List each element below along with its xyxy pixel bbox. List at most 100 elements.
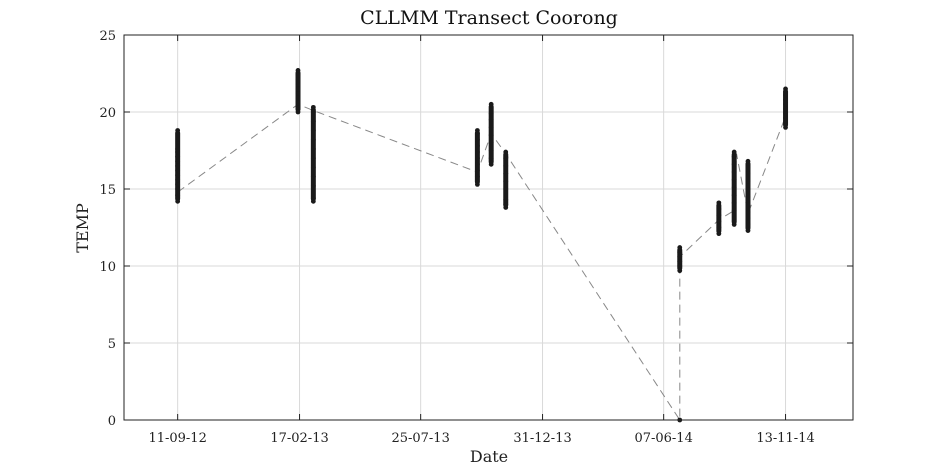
data-point (295, 95, 301, 101)
data-point (488, 101, 494, 107)
data-point (677, 258, 683, 264)
data-point (731, 154, 737, 160)
data-point (745, 202, 751, 207)
data-point (783, 125, 788, 130)
y-tick-label: 20 (99, 106, 116, 121)
data-point (175, 192, 181, 198)
data-point (175, 168, 181, 173)
data-point (175, 186, 181, 192)
data-point (731, 169, 737, 175)
grid-layer (124, 34, 853, 421)
data-point (677, 268, 683, 274)
data-point (745, 186, 751, 192)
chart-title: CLLMM Transect Coorong (360, 7, 618, 29)
data-point (175, 128, 181, 133)
data-point (503, 155, 509, 161)
data-point (175, 154, 181, 160)
data-point (783, 106, 788, 112)
data-point (310, 165, 316, 170)
data-point (783, 115, 788, 121)
data-point (731, 185, 737, 190)
data-point (731, 161, 737, 167)
data-point (677, 254, 683, 260)
x-tick-label: 13-11-14 (756, 431, 814, 446)
data-point (488, 140, 494, 146)
data-point (783, 86, 788, 92)
data-point (310, 109, 316, 115)
data-point (745, 228, 751, 233)
data-point (677, 245, 683, 250)
data-point (731, 208, 737, 213)
data-point (474, 143, 480, 149)
plot-frame (123, 34, 854, 421)
data-point (488, 155, 494, 161)
data-point (716, 231, 722, 237)
data-point (716, 206, 722, 212)
data-point (474, 174, 480, 180)
data-layer (175, 68, 789, 423)
data-point (503, 178, 509, 184)
data-point (731, 200, 737, 206)
data-point (295, 81, 301, 87)
x-tick-label: 25-07-13 (391, 431, 449, 446)
data-point (731, 177, 737, 183)
data-point (745, 209, 751, 215)
data-point (175, 172, 181, 178)
data-point (488, 148, 494, 153)
data-point (783, 111, 788, 116)
y-tick-label: 15 (99, 183, 116, 198)
data-point (295, 104, 301, 110)
data-point (175, 181, 181, 187)
data-point (745, 178, 751, 184)
data-point (503, 171, 509, 177)
data-point (677, 263, 683, 269)
data-point (474, 181, 480, 187)
data-point (488, 132, 494, 138)
y-tick-label: 25 (99, 29, 116, 44)
data-point (503, 163, 509, 169)
data-point (745, 215, 751, 221)
data-point (295, 77, 301, 83)
data-point (731, 149, 737, 155)
tick-layer: 0 5 10 15 20 25 11-09-12 17-02-13 25-07-13 31-12-… (99, 29, 853, 446)
data-point (175, 146, 181, 152)
data-point (295, 68, 301, 73)
data-point (503, 202, 509, 207)
data-point (175, 163, 181, 169)
data-point (503, 149, 509, 155)
data-point (175, 198, 181, 204)
data-point (783, 97, 788, 103)
y-tick-label: 0 (108, 414, 116, 429)
y-tick-label: 5 (108, 337, 116, 352)
data-point (731, 192, 737, 198)
data-point (745, 158, 751, 164)
data-point (310, 183, 316, 189)
data-point (474, 168, 480, 173)
x-tick-label: 17-02-13 (270, 431, 328, 446)
data-point (310, 118, 316, 124)
data-point (310, 137, 316, 143)
data-point (295, 100, 301, 106)
data-point (295, 86, 301, 92)
data-point (503, 186, 509, 192)
data-point (310, 174, 316, 180)
data-point (175, 158, 181, 164)
data-point (310, 155, 316, 161)
data-point (745, 222, 751, 227)
x-axis-label: Date (470, 447, 508, 466)
data-point (295, 109, 301, 115)
data-point (295, 72, 301, 78)
x-tick-label: 11-09-12 (148, 431, 206, 446)
data-point (474, 137, 480, 143)
data-point (310, 128, 316, 133)
data-point (310, 104, 316, 110)
data-point (295, 91, 301, 96)
data-point (731, 222, 737, 227)
x-tick-label: 31-12-13 (513, 431, 571, 446)
data-point (488, 161, 494, 167)
data-point (175, 177, 181, 183)
data-point (783, 92, 788, 98)
data-point (488, 111, 494, 116)
